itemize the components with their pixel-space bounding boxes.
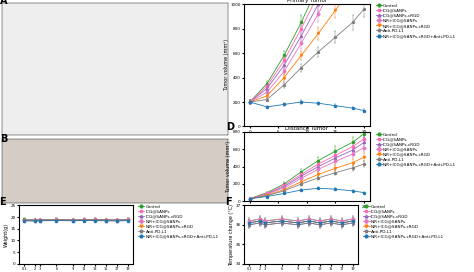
Text: A: A [0, 0, 8, 6]
Text: E: E [0, 197, 6, 207]
Text: F: F [225, 197, 231, 207]
Legend: Control, ICG@SANPs, ICG@SANPs-cRGD, NIR+ICG@SANPs, NIR+ICG@SANPs-cRGD, Anti-PD-L: Control, ICG@SANPs, ICG@SANPs-cRGD, NIR+… [138, 205, 219, 239]
X-axis label: Time(day): Time(day) [294, 210, 319, 215]
Title: Primary Tumor: Primary Tumor [287, 0, 327, 3]
Legend: Control, ICG@SANPs, ICG@SANPs-cRGD, NIR+ICG@SANPs, NIR+ICG@SANPs-cRGD, Anti-PD-L: Control, ICG@SANPs, ICG@SANPs-cRGD, NIR+… [375, 4, 456, 38]
X-axis label: Time(day): Time(day) [294, 135, 319, 140]
Legend: Control, ICG@SANPs, ICG@SANPs-cRGD, NIR+ICG@SANPs, NIR+ICG@SANPs-cRGD, Anti-PD-L: Control, ICG@SANPs, ICG@SANPs-cRGD, NIR+… [364, 205, 444, 239]
Y-axis label: Temperature change (°C): Temperature change (°C) [229, 204, 234, 265]
Title: Distance Tumor: Distance Tumor [285, 126, 328, 131]
Text: C: C [227, 0, 234, 2]
Y-axis label: Weight(g): Weight(g) [4, 222, 9, 247]
Y-axis label: Tumor volume (mm³): Tumor volume (mm³) [227, 141, 231, 193]
Text: B: B [0, 134, 8, 144]
Y-axis label: Tumor volume (mm³): Tumor volume (mm³) [224, 39, 229, 91]
Text: D: D [227, 122, 235, 132]
Legend: Control, ICG@SANPs, ICG@SANPs-cRGD, NIR+ICG@SANPs, NIR+ICG@SANPs-cRGD, Anti-PD-L: Control, ICG@SANPs, ICG@SANPs-cRGD, NIR+… [375, 133, 456, 167]
